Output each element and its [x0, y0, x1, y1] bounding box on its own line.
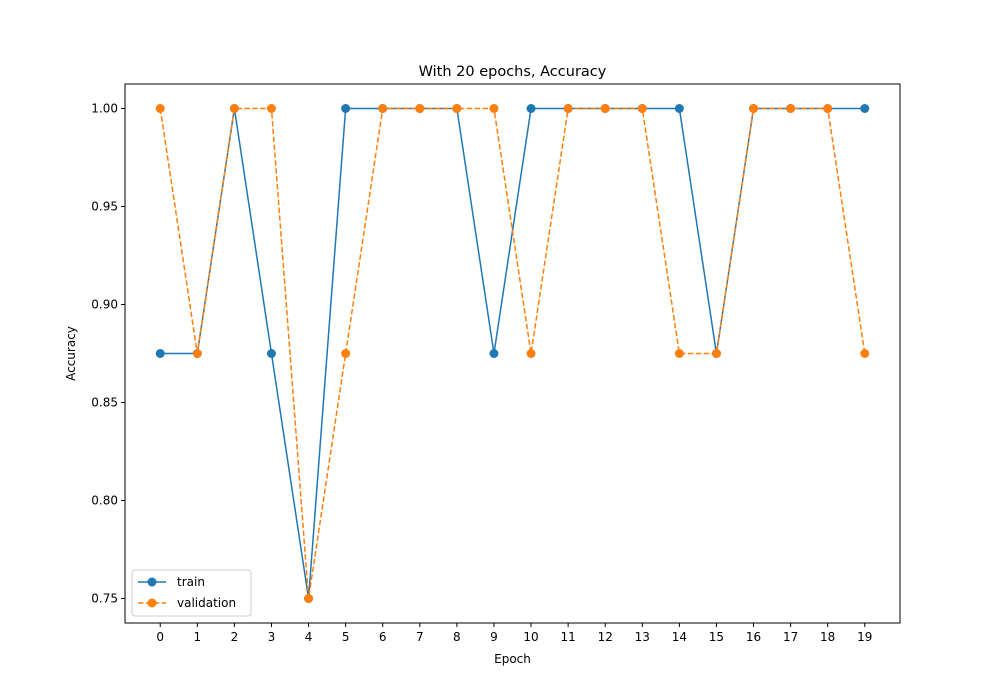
x-tick-label: 14 — [672, 630, 687, 644]
x-tick-label: 15 — [709, 630, 724, 644]
data-point-validation — [341, 349, 351, 358]
x-tick-label: 18 — [820, 630, 835, 644]
x-tick-label: 4 — [305, 630, 313, 644]
legend-marker-validation — [147, 598, 157, 608]
data-point-train — [526, 104, 536, 113]
x-tick-label: 5 — [342, 630, 350, 644]
data-point-train — [266, 349, 276, 358]
data-point-validation — [489, 104, 499, 113]
y-axis-label: Accuracy — [64, 326, 78, 381]
data-point-train — [341, 104, 351, 113]
x-tick-label: 8 — [453, 630, 461, 644]
legend-label-train: train — [177, 575, 205, 589]
x-tick-label: 12 — [598, 630, 613, 644]
series-layer — [155, 104, 870, 603]
data-point-validation — [674, 349, 684, 358]
x-tick-label: 13 — [635, 630, 650, 644]
x-tick-label: 2 — [231, 630, 239, 644]
data-point-validation — [823, 104, 833, 113]
legend: train validation — [131, 569, 252, 617]
x-tick-label: 10 — [523, 630, 538, 644]
y-axis-ticks: 0.75 0.80 0.85 0.90 0.95 1.00 — [91, 102, 125, 606]
data-point-validation — [526, 349, 536, 358]
data-point-validation — [711, 349, 721, 358]
data-point-validation — [229, 104, 239, 113]
data-point-validation — [192, 349, 202, 358]
y-tick-label: 1.00 — [91, 102, 118, 116]
x-tick-label: 17 — [783, 630, 798, 644]
data-point-train — [860, 104, 870, 113]
x-axis-label: Epoch — [494, 652, 531, 666]
y-tick-label: 0.95 — [91, 200, 118, 214]
x-tick-label: 16 — [746, 630, 761, 644]
y-tick-label: 0.80 — [91, 494, 118, 508]
data-point-train — [489, 349, 499, 358]
y-tick-label: 0.75 — [91, 592, 118, 606]
data-point-validation — [786, 104, 796, 113]
data-point-validation — [860, 349, 870, 358]
legend-marker-train — [147, 577, 157, 587]
data-point-validation — [600, 104, 610, 113]
data-point-train — [674, 104, 684, 113]
x-tick-label: 0 — [156, 630, 164, 644]
data-point-train — [155, 349, 165, 358]
x-tick-label: 9 — [490, 630, 498, 644]
x-tick-label: 7 — [416, 630, 424, 644]
y-tick-label: 0.85 — [91, 396, 118, 410]
x-tick-label: 11 — [560, 630, 575, 644]
data-point-validation — [266, 104, 276, 113]
data-point-validation — [749, 104, 759, 113]
plot-area-frame — [124, 83, 901, 624]
legend-label-validation: validation — [177, 596, 236, 610]
data-point-validation — [155, 104, 165, 113]
data-point-validation — [378, 104, 388, 113]
data-point-validation — [304, 594, 314, 603]
x-tick-label: 1 — [193, 630, 201, 644]
data-point-validation — [563, 104, 573, 113]
x-tick-label: 19 — [857, 630, 872, 644]
x-tick-label: 3 — [268, 630, 276, 644]
series-line-validation — [159, 107, 866, 599]
chart-title: With 20 epochs, Accuracy — [419, 64, 607, 80]
x-axis-ticks: 0 1 2 3 4 5 6 7 8 9 10 11 12 13 14 15 16 17 18 19 — [156, 623, 872, 644]
data-point-validation — [415, 104, 425, 113]
data-point-validation — [637, 104, 647, 113]
x-tick-label: 6 — [379, 630, 387, 644]
y-tick-label: 0.90 — [91, 298, 118, 312]
data-point-validation — [452, 104, 462, 113]
